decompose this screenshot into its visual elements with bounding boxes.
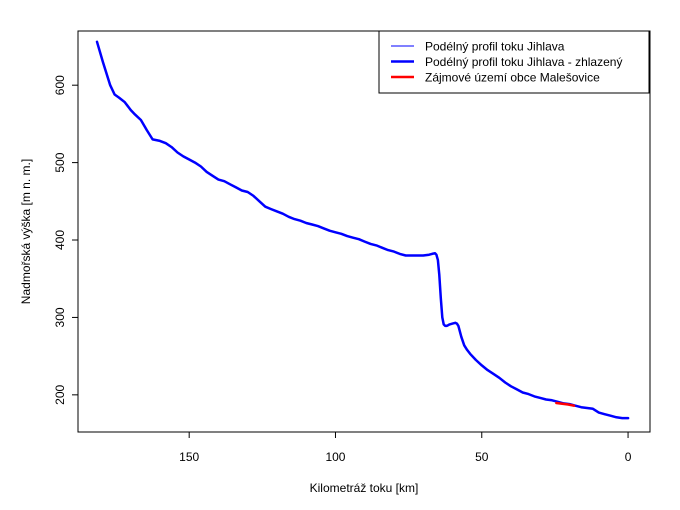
- legend-box: [378, 30, 650, 94]
- x-tick-label: 150: [179, 450, 199, 464]
- y-tick-label: 300: [53, 307, 67, 327]
- y-tick-label: 500: [53, 152, 67, 172]
- x-tick-label: 0: [625, 450, 632, 464]
- x-tick-label: 100: [325, 450, 345, 464]
- x-tick-label: 50: [475, 450, 489, 464]
- series-line-1: [555, 401, 576, 407]
- series-layer: [95, 40, 630, 420]
- series-line-0: [95, 40, 630, 420]
- legend-label: Zájmové území obce Malešovice: [425, 71, 600, 85]
- legend-label: Podélný profil toku Jihlava - zhlazený: [425, 55, 622, 69]
- y-axis-title: Nadmořská výška [m n. m.]: [19, 159, 33, 304]
- x-axis: 150 100 50 0: [179, 431, 632, 464]
- y-tick-label: 400: [53, 230, 67, 250]
- legend-label: Podélný profil toku Jihlava: [425, 40, 565, 54]
- x-axis-title: Kilometráž toku [km]: [310, 481, 419, 495]
- y-tick-label: 600: [53, 75, 67, 95]
- y-tick-label: 200: [53, 385, 67, 405]
- y-axis: 200 300 400 500 600: [53, 75, 79, 405]
